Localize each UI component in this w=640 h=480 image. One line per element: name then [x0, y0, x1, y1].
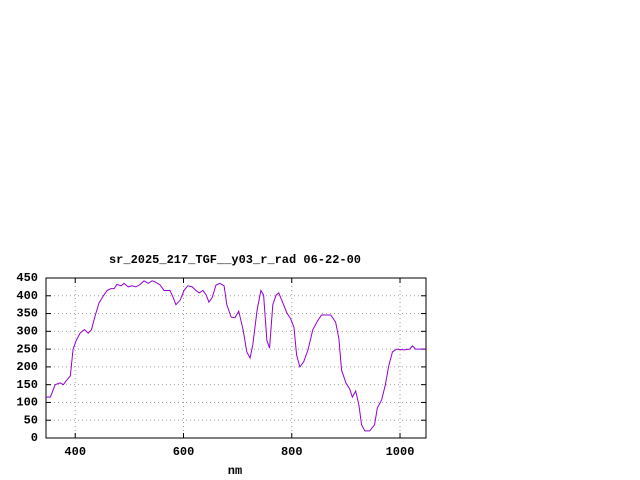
y-tick-label: 0 — [31, 431, 38, 445]
y-tick-label: 350 — [16, 307, 38, 321]
y-tick-label: 200 — [16, 360, 38, 374]
data-line — [46, 280, 426, 432]
chart-title: sr_2025_217_TGF__y03_r_rad 06-22-00 — [109, 253, 361, 267]
x-tick-label: 600 — [173, 445, 195, 459]
y-tick-label: 400 — [16, 289, 38, 303]
y-tick-label: 250 — [16, 342, 38, 356]
y-tick-label: 50 — [24, 413, 38, 427]
y-tick-label: 100 — [16, 396, 38, 410]
y-tick-label: 450 — [16, 271, 38, 285]
y-tick-label: 150 — [16, 378, 38, 392]
y-tick-label: 300 — [16, 325, 38, 339]
x-axis-label: nm — [228, 464, 242, 478]
x-tick-label: 800 — [281, 445, 303, 459]
plot-border — [45, 277, 427, 439]
x-tick-label: 400 — [64, 445, 86, 459]
x-tick-label: 1000 — [386, 445, 415, 459]
